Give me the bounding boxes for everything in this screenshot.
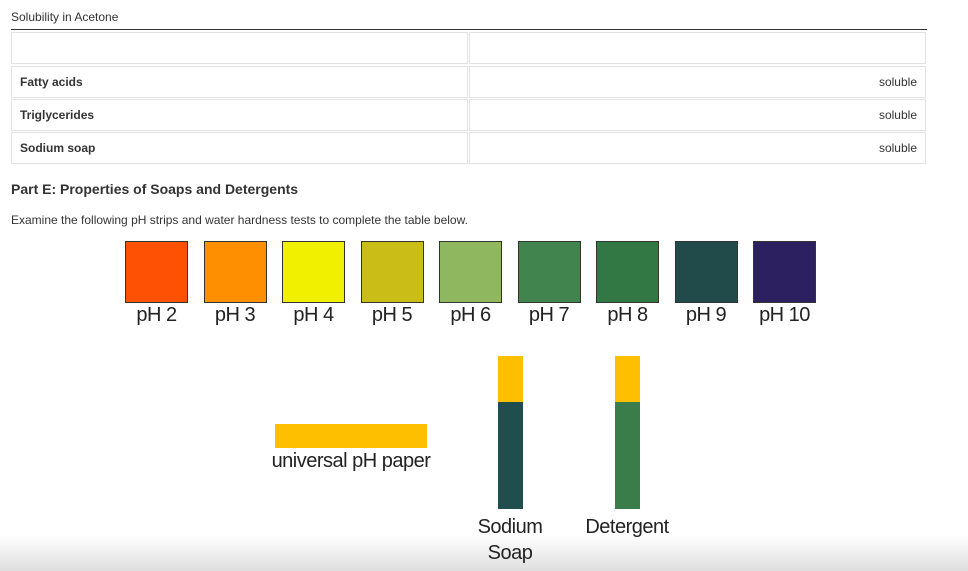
table-cell	[469, 32, 926, 64]
ph-paper	[275, 424, 427, 448]
ph-label: pH 6	[450, 304, 491, 326]
part-title: Part E: Properties of Soaps and Detergen…	[11, 181, 299, 197]
ph-swatch	[596, 241, 659, 303]
paper-label: universal pH paper	[271, 450, 431, 472]
strip-bottom	[498, 402, 523, 509]
row-label: Triglycerides	[11, 99, 468, 131]
ph-label: pH 4	[293, 304, 334, 326]
ph-label: pH 8	[607, 304, 648, 326]
strip-top	[498, 356, 523, 402]
ph-label: pH 3	[214, 304, 256, 326]
ph-swatch	[674, 241, 738, 303]
strip-label: Detergent	[585, 516, 669, 538]
strip-label: Sodium	[477, 516, 543, 538]
ph-label: pH 2	[136, 304, 177, 326]
ph-swatch	[439, 241, 502, 303]
section-title: Solubility in Acetone	[11, 10, 119, 24]
row-label: Fatty acids	[11, 66, 468, 98]
ph-swatch	[125, 241, 188, 303]
ph-label: pH 9	[685, 304, 727, 326]
instructions: Examine the following pH strips and wate…	[11, 213, 468, 227]
row-value: soluble	[469, 132, 926, 164]
shadow	[0, 535, 968, 571]
rule	[11, 29, 927, 30]
row-value: soluble	[469, 66, 926, 98]
row-label: Sodium soap	[11, 132, 468, 164]
row-value: soluble	[469, 99, 926, 131]
strip-top	[615, 356, 640, 402]
ph-label: pH 7	[528, 304, 570, 326]
ph-label: pH 10	[759, 304, 810, 326]
ph-swatch	[282, 241, 345, 303]
ph-swatch	[203, 241, 267, 303]
ph-swatch	[517, 241, 581, 303]
table-cell	[11, 32, 468, 64]
ph-label: pH 5	[371, 304, 413, 326]
ph-swatch	[753, 241, 816, 303]
strip-bottom	[615, 402, 640, 509]
strip-label: Soap	[487, 542, 533, 564]
ph-swatch	[360, 241, 424, 303]
